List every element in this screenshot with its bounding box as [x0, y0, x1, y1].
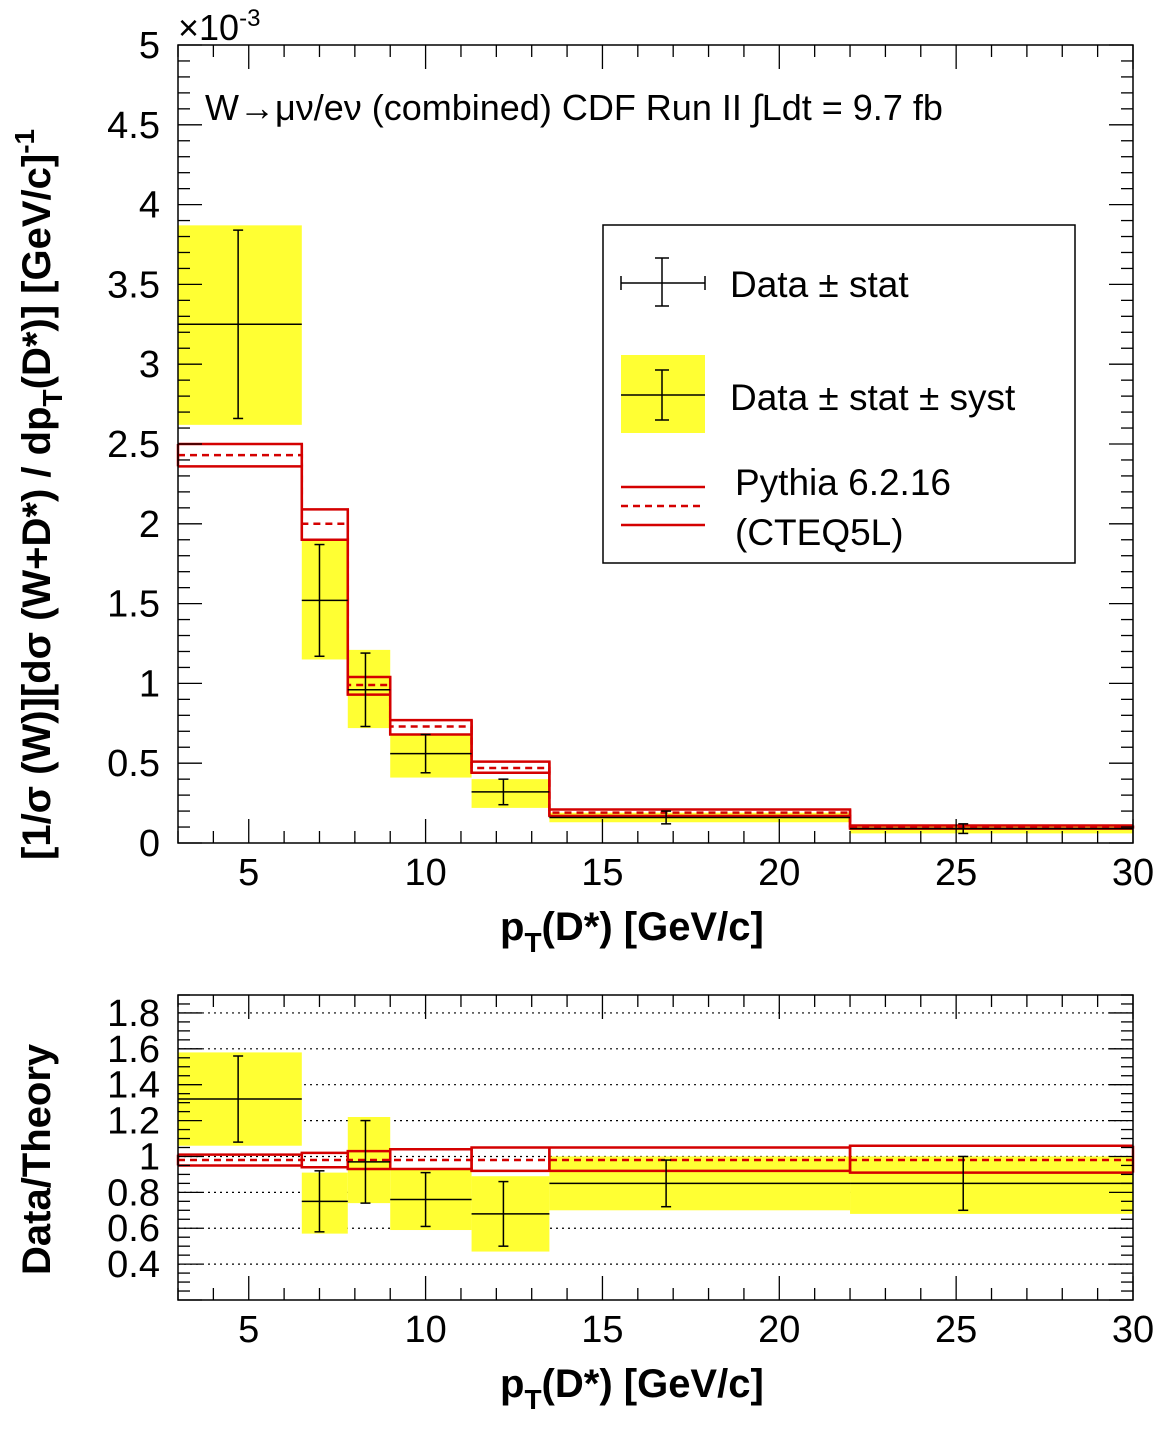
main-y-tick-label: 1.5 — [107, 584, 160, 626]
main-x-ticks: 5 10 15 20 25 30 — [177, 45, 1154, 894]
ratio-x-tick-label: 15 — [581, 1309, 623, 1351]
main-y-axis-title: [1/σ (W)][dσ (W+D*) / dpT(D*)] [GeV/c]-1 — [9, 129, 68, 860]
legend-label-data-stat: Data ± stat — [730, 264, 909, 305]
main-theory-low — [178, 465, 1133, 830]
main-y-tick-label: 2.5 — [107, 424, 160, 466]
ratio-x-ticks: 5 10 15 20 25 30 — [177, 995, 1154, 1351]
legend-entry-pythia: Pythia 6.2.16 (CTEQ5L) — [621, 462, 951, 553]
main-panel: 5 10 15 20 25 30 00.511.522.533.544.55 ×10-3 … — [9, 5, 1154, 958]
main-syst-band — [471, 779, 550, 808]
main-y-tick-label: 4 — [139, 185, 160, 227]
main-data-points — [178, 229, 1133, 835]
ratio-syst-band — [301, 1172, 348, 1234]
main-y-ticks: 0 0.5 1 1.5 2 2.5 3 3.5 4 4.5 5 — [107, 25, 1133, 865]
ratio-y-tick-label: 1.2 — [107, 1101, 160, 1143]
ratio-y-tick-label: 0.6 — [107, 1208, 160, 1250]
main-theory-high — [178, 442, 1133, 827]
main-x-tick-label: 20 — [758, 852, 800, 894]
ratio-x-tick-label: 20 — [758, 1309, 800, 1351]
main-x-tick-label: 5 — [238, 852, 259, 894]
main-y-tick-label: 4.5 — [107, 105, 160, 147]
main-y-tick-label: 0 — [139, 823, 160, 865]
legend: Data ± stat Data ± stat ± syst Pythia 6.… — [602, 224, 1076, 564]
ratio-x-axis-title: pT(D*) [GeV/c] — [500, 1362, 764, 1415]
ratio-y-tick-label: 1.6 — [107, 1029, 160, 1071]
main-x-tick-label: 15 — [581, 852, 623, 894]
main-syst-band — [178, 225, 302, 425]
ratio-x-tick-label: 30 — [1112, 1309, 1154, 1351]
main-annotation: W→μν/eν (combined) CDF Run II ∫Ldt = 9.7… — [205, 87, 943, 128]
ratio-x-tick-label: 10 — [404, 1309, 446, 1351]
ratio-syst-band — [850, 1156, 1133, 1214]
legend-label-data-syst: Data ± stat ± syst — [730, 377, 1016, 418]
main-y-tick-label: 0.5 — [107, 743, 160, 785]
ratio-panel: 5 10 15 20 25 30 0.40.60.811.21.41.61.8 pT(D*… — [15, 993, 1154, 1415]
main-x-tick-label: 10 — [404, 852, 446, 894]
ratio-y-tick-label: 1 — [139, 1136, 160, 1178]
ratio-plot-area — [176, 1012, 1135, 1265]
ratio-y-axis-title: Data/Theory — [15, 1043, 59, 1275]
main-exponent-label: ×10-3 — [178, 5, 260, 48]
legend-entry-data-syst: Data ± stat ± syst — [621, 355, 1016, 433]
main-y-tick-label: 1 — [139, 663, 160, 705]
ratio-data-points — [178, 1055, 1133, 1247]
main-y-tick-label: 3.5 — [107, 264, 160, 306]
main-theory-lines — [176, 442, 1135, 830]
ratio-x-tick-label: 25 — [935, 1309, 977, 1351]
legend-label-pythia: Pythia 6.2.16 — [735, 462, 951, 503]
ratio-theory-lines — [176, 1144, 1135, 1174]
legend-label-cteq: (CTEQ5L) — [735, 512, 904, 553]
ratio-y-tick-label: 1.8 — [107, 993, 160, 1035]
main-syst-bands — [178, 225, 1133, 834]
main-plot-area — [176, 225, 1135, 835]
legend-entry-data-stat: Data ± stat — [620, 257, 909, 307]
ratio-y-tick-label: 0.8 — [107, 1172, 160, 1214]
main-syst-band — [347, 649, 391, 729]
ratio-y-tick-label: 1.4 — [107, 1065, 160, 1107]
ratio-theory-high — [178, 1144, 1133, 1156]
main-syst-band — [301, 539, 348, 660]
main-syst-band — [390, 734, 472, 778]
main-x-axis-title: pT(D*) [GeV/c] — [500, 905, 764, 958]
ratio-y-tick-label: 0.4 — [107, 1244, 160, 1286]
main-y-tick-label: 3 — [139, 344, 160, 386]
main-x-tick-label: 25 — [935, 852, 977, 894]
ratio-y-ticks: 0.40.60.811.21.41.61.8 — [107, 993, 1133, 1301]
main-y-tick-label: 5 — [139, 25, 160, 67]
main-y-tick-label: 2 — [139, 504, 160, 546]
ratio-x-tick-label: 5 — [238, 1309, 259, 1351]
main-x-tick-label: 30 — [1112, 852, 1154, 894]
